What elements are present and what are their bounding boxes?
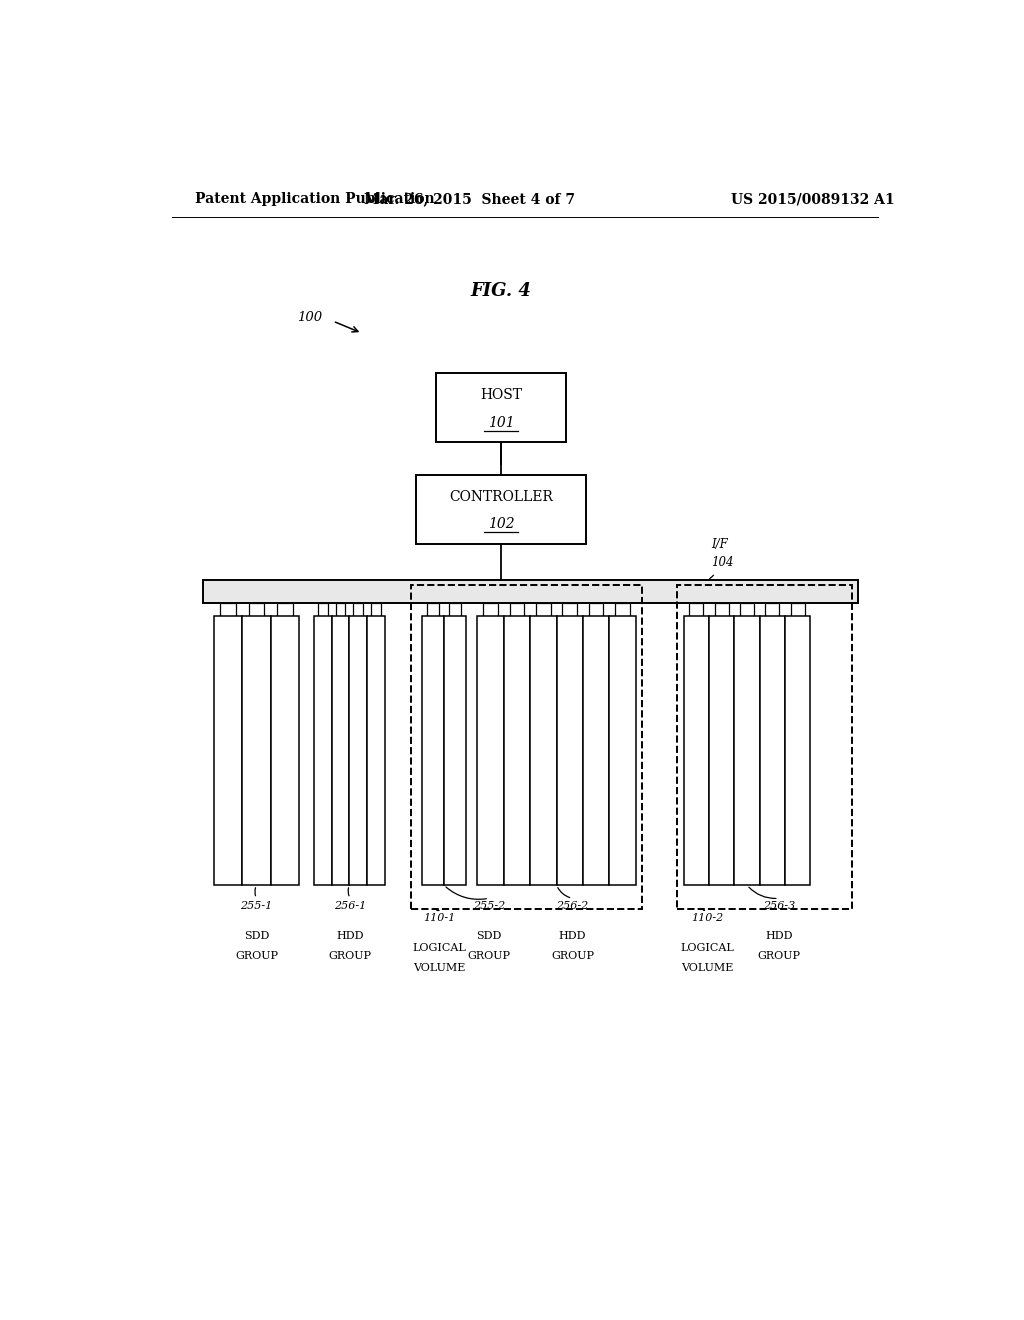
Text: GROUP: GROUP <box>329 952 372 961</box>
Text: 102: 102 <box>487 517 514 532</box>
Bar <box>530 615 557 886</box>
Text: Patent Application Publication: Patent Application Publication <box>196 191 435 206</box>
Bar <box>332 615 349 886</box>
Text: US 2015/0089132 A1: US 2015/0089132 A1 <box>731 191 895 206</box>
Text: HDD: HDD <box>559 931 586 941</box>
Bar <box>427 602 439 620</box>
Text: VOLUME: VOLUME <box>681 964 733 973</box>
Bar <box>214 615 243 886</box>
Bar <box>270 615 299 886</box>
Text: Mar. 26, 2015  Sheet 4 of 7: Mar. 26, 2015 Sheet 4 of 7 <box>364 191 574 206</box>
Bar <box>336 602 345 620</box>
Text: FIG. 4: FIG. 4 <box>471 281 531 300</box>
Text: 255-1: 255-1 <box>241 900 272 911</box>
Bar <box>249 602 264 620</box>
Bar <box>483 602 498 620</box>
Text: I/F: I/F <box>712 539 728 552</box>
Bar <box>220 602 236 620</box>
Bar <box>278 602 293 620</box>
Bar <box>204 581 858 602</box>
Bar <box>368 615 385 886</box>
Text: 101: 101 <box>487 416 514 430</box>
Bar <box>583 615 609 886</box>
Text: HDD: HDD <box>337 931 364 941</box>
Bar <box>684 615 709 886</box>
Text: GROUP: GROUP <box>758 952 800 961</box>
Bar <box>449 602 461 620</box>
Bar <box>557 615 583 886</box>
Bar <box>785 615 811 886</box>
Bar <box>709 615 734 886</box>
Bar <box>510 602 524 620</box>
Text: 256-2: 256-2 <box>556 900 589 911</box>
Text: 256-1: 256-1 <box>334 900 367 911</box>
Bar <box>609 615 636 886</box>
Text: GROUP: GROUP <box>468 952 511 961</box>
Text: GROUP: GROUP <box>236 952 279 961</box>
Bar <box>443 615 466 886</box>
Bar <box>317 602 328 620</box>
Bar <box>313 615 332 886</box>
Bar <box>243 615 270 886</box>
Bar <box>715 602 729 620</box>
Bar <box>689 602 703 620</box>
Bar <box>562 602 578 620</box>
Text: SDD: SDD <box>244 931 269 941</box>
Bar <box>536 602 551 620</box>
Bar <box>760 615 785 886</box>
Text: 255-2: 255-2 <box>473 900 505 911</box>
Bar <box>435 372 566 442</box>
Bar <box>411 585 642 908</box>
Bar <box>372 602 381 620</box>
Bar <box>615 602 630 620</box>
Text: VOLUME: VOLUME <box>413 964 465 973</box>
Bar <box>416 474 587 544</box>
Bar <box>477 615 504 886</box>
Text: LOGICAL: LOGICAL <box>413 942 466 953</box>
Text: HDD: HDD <box>765 931 793 941</box>
Bar <box>677 585 852 908</box>
Bar <box>349 615 368 886</box>
Text: GROUP: GROUP <box>551 952 594 961</box>
Text: 256-3: 256-3 <box>763 900 795 911</box>
Text: 110-2: 110-2 <box>691 912 723 923</box>
Bar <box>589 602 603 620</box>
Bar <box>734 615 760 886</box>
Bar <box>353 602 364 620</box>
Text: CONTROLLER: CONTROLLER <box>450 490 553 504</box>
Text: LOGICAL: LOGICAL <box>681 942 734 953</box>
Text: SDD: SDD <box>476 931 502 941</box>
Bar <box>422 615 443 886</box>
Text: 110-1: 110-1 <box>423 912 456 923</box>
Text: HOST: HOST <box>480 388 522 403</box>
Text: 100: 100 <box>297 312 323 325</box>
Text: 104: 104 <box>712 557 734 569</box>
Bar <box>740 602 754 620</box>
Bar <box>765 602 779 620</box>
Bar <box>504 615 530 886</box>
Bar <box>791 602 805 620</box>
